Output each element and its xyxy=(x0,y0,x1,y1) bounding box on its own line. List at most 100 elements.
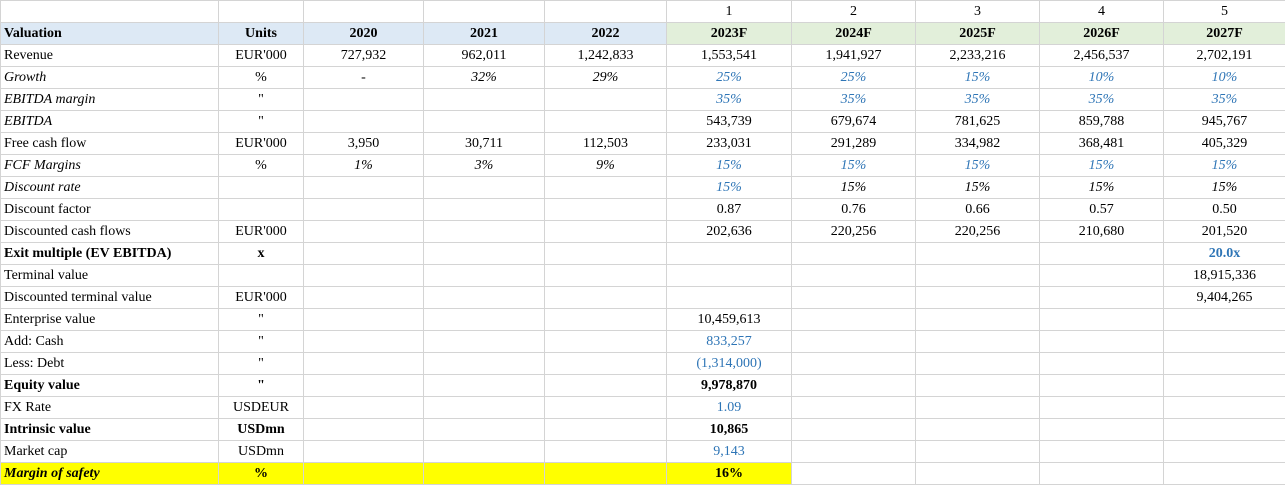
cell[interactable] xyxy=(218,264,304,287)
row-label[interactable]: Margin of safety xyxy=(0,462,219,485)
cell[interactable] xyxy=(423,176,545,199)
cell[interactable] xyxy=(1039,374,1164,397)
cell[interactable] xyxy=(303,418,424,441)
cell[interactable]: 16% xyxy=(666,462,792,485)
cell[interactable] xyxy=(1163,440,1285,463)
cell[interactable] xyxy=(303,176,424,199)
cell[interactable] xyxy=(791,462,916,485)
cell[interactable] xyxy=(1039,286,1164,309)
cell[interactable] xyxy=(303,330,424,353)
cell[interactable]: 368,481 xyxy=(1039,132,1164,155)
column-index-cell[interactable]: 2 xyxy=(791,0,916,23)
cell[interactable] xyxy=(791,440,916,463)
cell[interactable] xyxy=(915,396,1040,419)
cell[interactable]: 9,143 xyxy=(666,440,792,463)
cell[interactable] xyxy=(791,264,916,287)
cell[interactable]: 2021 xyxy=(423,22,545,45)
cell[interactable] xyxy=(544,242,667,265)
cell[interactable]: 202,636 xyxy=(666,220,792,243)
cell[interactable]: EUR'000 xyxy=(218,220,304,243)
cell[interactable]: " xyxy=(218,330,304,353)
column-index-cell[interactable] xyxy=(544,0,667,23)
cell[interactable] xyxy=(791,396,916,419)
cell[interactable] xyxy=(423,198,545,221)
cell[interactable]: 3,950 xyxy=(303,132,424,155)
cell[interactable]: 1.09 xyxy=(666,396,792,419)
cell[interactable]: 15% xyxy=(666,176,792,199)
cell[interactable]: x xyxy=(218,242,304,265)
cell[interactable]: 35% xyxy=(666,88,792,111)
cell[interactable] xyxy=(915,242,1040,265)
row-label[interactable]: Revenue xyxy=(0,44,219,67)
cell[interactable] xyxy=(303,286,424,309)
cell[interactable] xyxy=(423,286,545,309)
cell[interactable]: 0.57 xyxy=(1039,198,1164,221)
column-index-cell[interactable] xyxy=(303,0,424,23)
cell[interactable] xyxy=(544,462,667,485)
cell[interactable]: 220,256 xyxy=(791,220,916,243)
row-label[interactable]: Market cap xyxy=(0,440,219,463)
cell[interactable] xyxy=(423,462,545,485)
cell[interactable] xyxy=(1039,308,1164,331)
cell[interactable] xyxy=(1163,374,1285,397)
cell[interactable]: 0.50 xyxy=(1163,198,1285,221)
cell[interactable]: 35% xyxy=(915,88,1040,111)
cell[interactable] xyxy=(303,396,424,419)
cell[interactable] xyxy=(423,330,545,353)
cell[interactable] xyxy=(1039,242,1164,265)
cell[interactable]: 15% xyxy=(915,154,1040,177)
cell[interactable]: 334,982 xyxy=(915,132,1040,155)
cell[interactable]: 2025F xyxy=(915,22,1040,45)
cell[interactable]: 15% xyxy=(915,176,1040,199)
column-index-cell[interactable]: 5 xyxy=(1163,0,1285,23)
row-label[interactable]: Equity value xyxy=(0,374,219,397)
row-label[interactable]: Discounted terminal value xyxy=(0,286,219,309)
cell[interactable]: 210,680 xyxy=(1039,220,1164,243)
cell[interactable] xyxy=(666,264,792,287)
cell[interactable]: " xyxy=(218,352,304,375)
cell[interactable] xyxy=(544,440,667,463)
cell[interactable] xyxy=(1163,462,1285,485)
cell[interactable]: 0.76 xyxy=(791,198,916,221)
cell[interactable] xyxy=(1163,396,1285,419)
row-label[interactable]: Growth xyxy=(0,66,219,89)
cell[interactable]: 10% xyxy=(1039,66,1164,89)
cell[interactable]: 15% xyxy=(1039,154,1164,177)
cell[interactable] xyxy=(791,286,916,309)
cell[interactable] xyxy=(915,440,1040,463)
cell[interactable]: 220,256 xyxy=(915,220,1040,243)
cell[interactable]: 291,289 xyxy=(791,132,916,155)
cell[interactable]: 543,739 xyxy=(666,110,792,133)
cell[interactable]: 30,711 xyxy=(423,132,545,155)
row-label[interactable]: Terminal value xyxy=(0,264,219,287)
cell[interactable] xyxy=(544,330,667,353)
cell[interactable] xyxy=(1039,330,1164,353)
cell[interactable]: EUR'000 xyxy=(218,44,304,67)
cell[interactable] xyxy=(1163,308,1285,331)
cell[interactable] xyxy=(303,308,424,331)
cell[interactable]: USDmn xyxy=(218,418,304,441)
cell[interactable] xyxy=(423,352,545,375)
row-label[interactable]: Exit multiple (EV EBITDA) xyxy=(0,242,219,265)
row-label[interactable]: Discounted cash flows xyxy=(0,220,219,243)
row-label[interactable]: Discount rate xyxy=(0,176,219,199)
cell[interactable] xyxy=(544,88,667,111)
cell[interactable]: 10% xyxy=(1163,66,1285,89)
cell[interactable]: 25% xyxy=(666,66,792,89)
cell[interactable]: 1,941,927 xyxy=(791,44,916,67)
column-index-cell[interactable]: 4 xyxy=(1039,0,1164,23)
cell[interactable]: 1,242,833 xyxy=(544,44,667,67)
cell[interactable]: USDEUR xyxy=(218,396,304,419)
cell[interactable] xyxy=(1039,462,1164,485)
cell[interactable] xyxy=(303,264,424,287)
cell[interactable] xyxy=(423,110,545,133)
column-index-cell[interactable]: 3 xyxy=(915,0,1040,23)
cell[interactable] xyxy=(303,374,424,397)
cell[interactable] xyxy=(544,418,667,441)
cell[interactable]: 1,553,541 xyxy=(666,44,792,67)
cell[interactable]: " xyxy=(218,88,304,111)
cell[interactable] xyxy=(303,88,424,111)
cell[interactable]: 15% xyxy=(791,154,916,177)
cell[interactable]: % xyxy=(218,66,304,89)
cell[interactable] xyxy=(303,462,424,485)
